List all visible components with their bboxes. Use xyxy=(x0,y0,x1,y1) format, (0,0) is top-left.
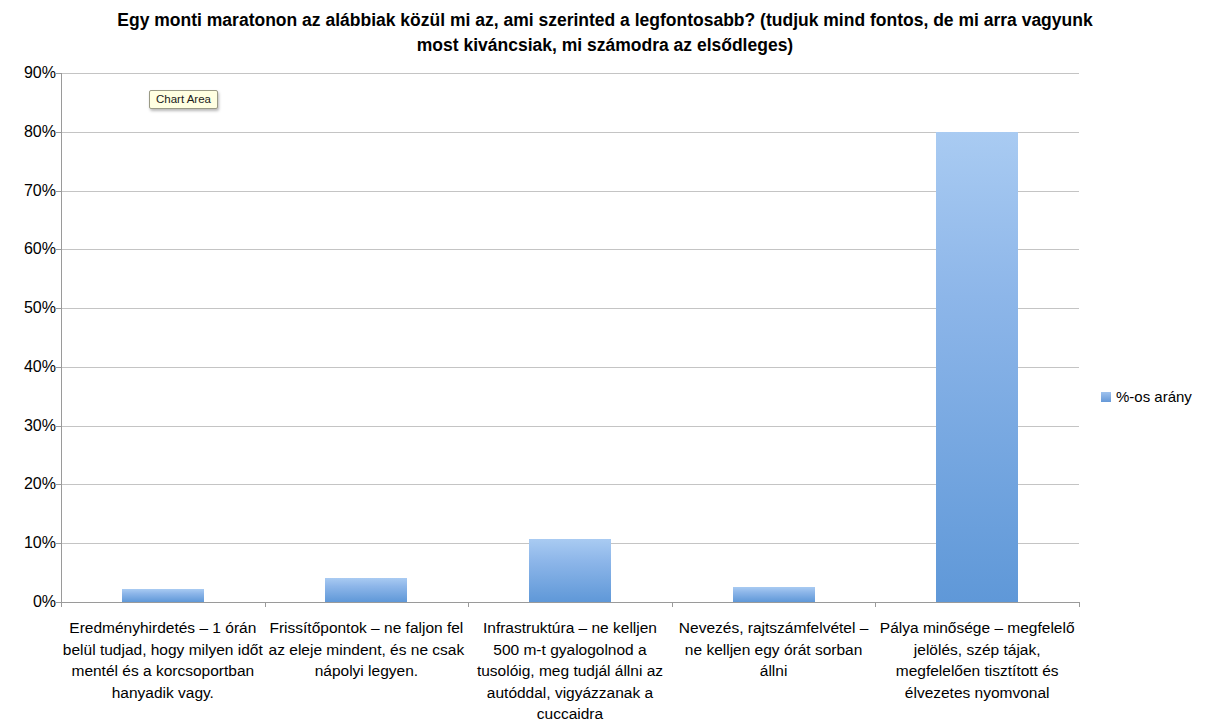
y-axis-tick-label: 10% xyxy=(0,534,56,552)
bar[interactable] xyxy=(733,587,815,602)
x-axis-category-label: Eredményhirdetés – 1 órán belül tudjad, … xyxy=(61,617,265,703)
legend-label: %-os arány xyxy=(1116,388,1192,405)
y-axis-tick xyxy=(56,367,61,368)
y-axis-tick-label: 40% xyxy=(0,358,56,376)
tooltip-label: Chart Area xyxy=(156,93,211,105)
y-axis-tick xyxy=(56,543,61,544)
y-axis-tick xyxy=(56,308,61,309)
y-axis-tick-label: 50% xyxy=(0,299,56,317)
gridline xyxy=(61,73,1079,74)
chart-title: Egy monti maratonon az alábbiak közül mi… xyxy=(110,8,1100,57)
gridline xyxy=(61,308,1079,309)
y-axis-tick xyxy=(56,132,61,133)
x-axis-tick xyxy=(672,603,673,607)
gridline xyxy=(61,191,1079,192)
x-axis-line xyxy=(61,602,1080,603)
y-axis-tick-label: 20% xyxy=(0,475,56,493)
y-axis-tick xyxy=(56,249,61,250)
y-axis-tick-label: 90% xyxy=(0,64,56,82)
y-axis-tick-label: 60% xyxy=(0,240,56,258)
y-axis-tick-label: 30% xyxy=(0,417,56,435)
y-axis-tick xyxy=(56,191,61,192)
x-axis-tick xyxy=(61,603,62,607)
plot-area[interactable] xyxy=(61,73,1079,602)
gridline xyxy=(61,484,1079,485)
x-axis-tick xyxy=(875,603,876,607)
y-axis-tick xyxy=(56,426,61,427)
y-axis-tick-label: 70% xyxy=(0,182,56,200)
y-axis-tick xyxy=(56,73,61,74)
legend[interactable]: %-os arány xyxy=(1101,388,1192,405)
y-axis-tick xyxy=(56,484,61,485)
bar[interactable] xyxy=(529,539,611,602)
gridline xyxy=(61,367,1079,368)
y-axis-line xyxy=(61,73,62,603)
y-axis-tick-label: 80% xyxy=(0,123,56,141)
bar[interactable] xyxy=(936,132,1018,602)
x-axis-tick xyxy=(1079,603,1080,607)
x-axis-tick xyxy=(265,603,266,607)
gridline xyxy=(61,132,1079,133)
x-axis-category-label: Pálya minősége – megfelelő jelölés, szép… xyxy=(875,617,1079,703)
x-axis-category-label: Frissítőpontok – ne faljon fel az eleje … xyxy=(265,617,469,682)
x-axis-category-label: Infrastruktúra – ne kelljen 500 m-t gyal… xyxy=(468,617,672,725)
chart-root[interactable]: Egy monti maratonon az alábbiak közül mi… xyxy=(0,0,1211,728)
bar[interactable] xyxy=(122,589,204,602)
y-axis-tick-label: 0% xyxy=(0,593,56,611)
gridline xyxy=(61,249,1079,250)
legend-swatch-icon xyxy=(1101,392,1111,402)
bar[interactable] xyxy=(325,578,407,602)
x-axis-category-label: Nevezés, rajtszámfelvétel – ne kelljen e… xyxy=(672,617,876,682)
chart-area-tooltip: Chart Area xyxy=(149,90,218,109)
x-axis-tick xyxy=(468,603,469,607)
gridline xyxy=(61,426,1079,427)
